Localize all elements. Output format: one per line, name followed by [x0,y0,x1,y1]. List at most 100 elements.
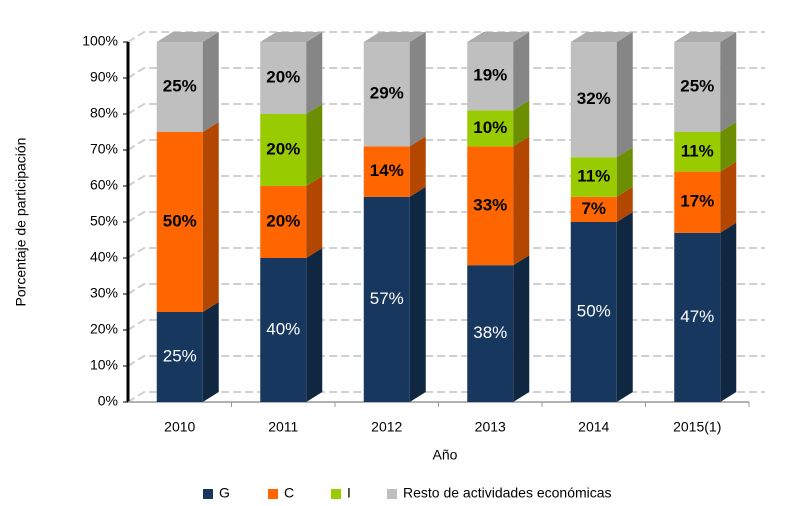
bar-top [570,32,633,42]
y-tick-label: 70% [90,141,118,157]
legend-swatch [331,489,341,499]
bar-segment-side [306,248,323,402]
bar-segment-side [616,186,633,222]
x-tick-label: 2015(1) [673,419,721,435]
grid-line [127,355,765,367]
grid-line [127,31,765,43]
data-label: 25% [163,346,197,365]
bar-top [156,32,219,42]
x-tick-label: 2014 [578,419,609,435]
data-label: 40% [266,319,300,338]
bar-segment-side [720,222,737,402]
y-tick-label: 10% [90,357,118,373]
grid-line [127,103,765,115]
legend-label: I [347,485,351,501]
y-tick-label: 100% [82,33,118,49]
bar-segment-side [616,212,633,402]
bar-segment [674,232,721,402]
data-label: 19% [473,66,507,85]
y-tick-label: 50% [90,213,118,229]
data-label: 25% [680,76,714,95]
grid-line [127,391,765,403]
data-label: 47% [680,307,714,326]
y-tick-label: 90% [90,69,118,85]
grid-line [127,247,765,259]
y-tick-label: 40% [90,249,118,265]
legend-label: G [219,485,230,501]
legend-label: C [284,485,294,501]
data-label: 38% [473,323,507,342]
y-tick-label: 30% [90,285,118,301]
x-tick-label: 2011 [268,419,298,435]
bar-segment [467,265,514,402]
grid-line [127,211,765,223]
bar-segment [260,114,307,186]
bar-segment-side [720,122,737,172]
data-label: 29% [370,84,404,103]
bar-segment [467,146,514,266]
bar-segment [570,42,617,158]
legend-swatch [268,489,278,499]
data-label: 33% [473,195,507,214]
data-label: 20% [266,139,300,158]
data-label: 14% [370,161,404,180]
bar-segment-side [409,136,426,197]
bar-segment-side [202,32,219,132]
data-label: 20% [266,67,300,86]
bar-segment-side [616,32,633,158]
data-label: 57% [370,289,404,308]
data-label: 10% [473,118,507,137]
bar-top [674,32,737,42]
bar-segment-side [306,104,323,186]
bar-top [363,32,426,42]
bar-segment [467,110,514,147]
bar-top [467,32,530,42]
bar-segment [674,42,721,132]
data-label: 20% [266,211,300,230]
x-tick-label: 2013 [475,419,506,435]
bar-segment-side [202,302,219,402]
bar-segment-side [202,122,219,312]
y-tick-label: 80% [90,105,118,121]
grid-line [127,139,765,151]
bar-segment [674,171,721,233]
bar-segment-side [513,255,530,402]
bar-segment-side [616,147,633,197]
bar-segment-side [306,32,323,114]
legend-swatch [387,489,397,499]
y-tick-label: 0% [98,393,118,409]
grid-line [127,67,765,79]
bar-segment [467,42,514,111]
data-label: 11% [681,141,714,160]
x-tick-label: 2012 [371,419,402,435]
bar-segment [260,42,307,114]
legend-swatch [203,489,213,499]
bar-segment [570,222,617,402]
bar-segment-side [720,32,737,132]
data-label: 7% [581,199,606,218]
bar-segment [260,186,307,258]
bar-segment [363,196,410,402]
y-axis-title: Porcentaje de participación [13,138,29,307]
bar-segment [156,132,203,312]
grid-line [127,175,765,187]
legend-label: Resto de actividades económicas [403,485,612,501]
bar-segment [156,42,203,132]
bar-segment-side [513,32,530,111]
grid-line [127,283,765,295]
bar-segment [674,132,721,172]
bar-segment-side [409,32,426,147]
data-label: 32% [577,89,611,108]
bar-segment [363,146,410,197]
x-tick-label: 2010 [164,419,195,435]
bar-segment [570,196,617,222]
data-label: 25% [163,76,197,95]
bar-segment-side [513,100,530,147]
bar-segment-side [306,176,323,258]
data-label: 11% [577,166,610,185]
bar-segment [260,258,307,402]
y-tick-label: 20% [90,321,118,337]
x-axis-title: Año [433,447,458,463]
grid-line [127,319,765,331]
